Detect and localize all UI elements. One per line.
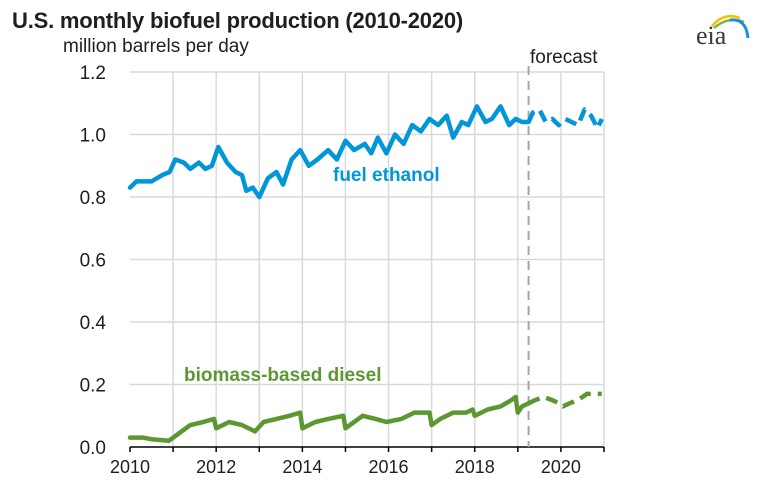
chart-title: U.S. monthly biofuel production (2010-20… [12,8,464,33]
series-line-forecast [527,391,602,409]
y-tick-label: 0.4 [80,313,107,334]
series-lines [127,104,604,444]
x-tick-label: 2014 [282,457,322,477]
series-line-history [127,394,531,444]
x-tick-label: 2012 [196,457,236,477]
series-line-history [127,104,531,200]
y-axis-ticks: 0.0 0.2 0.4 0.6 0.8 1.0 1.2 [80,63,107,459]
eia-logo-text: eia [696,21,727,48]
biomass-diesel-label: biomass-based diesel [184,365,382,386]
y-axis-units-label: million barrels per day [63,36,249,57]
y-tick-label: 0.0 [80,438,106,459]
x-axis: 2010 2012 2014 2016 2018 2020 [110,446,605,477]
x-tick-label: 2020 [541,457,581,477]
series-line-forecast [526,107,604,131]
y-tick-label: 1.0 [80,126,106,147]
x-tick-label: 2016 [369,457,409,477]
fuel-ethanol-label: fuel ethanol [333,165,440,186]
y-tick-label: 0.6 [80,251,106,272]
x-tick-label: 2018 [455,457,495,477]
x-tick-label: 2010 [110,457,150,477]
y-tick-label: 0.8 [80,188,106,209]
gridlines [130,71,605,447]
forecast-label: forecast [530,47,598,68]
eia-logo-icon: eia [696,15,750,48]
y-tick-label: 0.2 [80,376,106,397]
y-tick-label: 1.2 [80,63,106,84]
